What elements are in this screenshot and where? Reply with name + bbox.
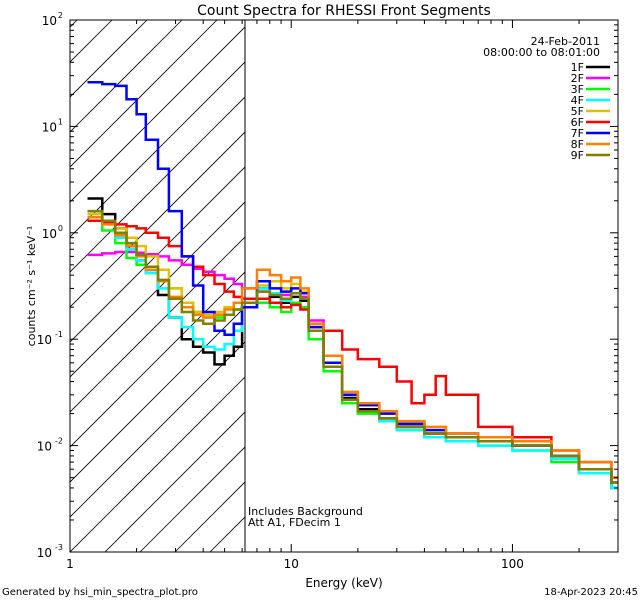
hatch-line [139, 446, 245, 552]
x-tick-label: 10 [284, 557, 299, 571]
legend-item-6F: 6F [571, 116, 610, 129]
x-tick-label: 100 [501, 557, 524, 571]
hatch-line [70, 376, 245, 552]
axis-ticks [69, 20, 619, 553]
time-range-label: 08:00:00 to 08:01:00 [483, 46, 600, 59]
hatch-line [70, 61, 245, 238]
background-hatch-region [0, 20, 640, 552]
hatch-line [630, 20, 640, 552]
hatch-line [70, 131, 245, 308]
series-line-4F [87, 212, 618, 490]
legend-item-7F: 7F [571, 127, 610, 140]
hatch-line [70, 201, 245, 378]
y-tick-exponent: -1 [55, 330, 63, 339]
legend-item-4F: 4F [571, 94, 610, 107]
hatch-line [70, 20, 183, 133]
series-layer [87, 80, 618, 490]
footer-timestamp: 18-Apr-2023 20:45 [544, 587, 638, 598]
hatch-line [70, 20, 218, 168]
legend-label: 7F [571, 127, 584, 140]
legend-item-2F: 2F [571, 72, 610, 85]
x-tick-labels: 1 10 100 [66, 557, 524, 571]
plot-frame [69, 19, 619, 553]
legend-label: 4F [571, 94, 584, 107]
hatch-line [70, 341, 245, 518]
hatch-line [70, 26, 245, 203]
legend-label: 1F [571, 61, 584, 74]
hatch-line [70, 20, 78, 28]
legend-label: 6F [571, 116, 584, 129]
y-tick-label: 10 1 [42, 117, 63, 134]
legend-item-3F: 3F [571, 83, 610, 96]
date-label: 24-Feb-2011 [531, 35, 600, 48]
y-tick-base: 10 [37, 333, 52, 347]
legend-label: 8F [571, 138, 584, 151]
legend-label: 5F [571, 105, 584, 118]
legend-item-5F: 5F [571, 105, 610, 118]
y-tick-label: 10 -2 [37, 437, 63, 454]
legend-item-8F: 8F [571, 138, 610, 151]
y-tick-exponent: -3 [55, 543, 63, 552]
y-tick-exponent: -2 [55, 437, 63, 446]
y-tick-exponent: 2 [58, 11, 63, 20]
y-tick-base: 10 [37, 546, 52, 560]
series-line-3F [87, 219, 618, 490]
y-tick-label: 10 0 [42, 224, 63, 241]
y-tick-label: 10 2 [42, 11, 63, 28]
y-tick-base: 10 [37, 440, 52, 454]
y-axis-label: counts cm⁻² s⁻¹ keV⁻¹ [25, 226, 38, 347]
y-tick-base: 10 [42, 14, 57, 28]
legend-item-1F: 1F [571, 61, 610, 74]
y-tick-base: 10 [42, 120, 57, 134]
hatch-line [0, 20, 7, 552]
annotation-attenuator: Att A1, FDecim 1 [248, 516, 341, 529]
legend-label: 9F [571, 149, 584, 162]
legend-item-9F: 9F [571, 149, 610, 162]
hatch-line [70, 271, 245, 448]
annotation-background: Includes Background [248, 505, 363, 518]
hatch-line [70, 20, 113, 63]
y-tick-label: 10 -3 [37, 543, 63, 560]
hatch-line [70, 306, 245, 483]
hatch-line [70, 166, 245, 343]
legend-label: 2F [571, 72, 584, 85]
y-tick-base: 10 [42, 227, 57, 241]
legend-label: 3F [571, 83, 584, 96]
y-tick-exponent: 1 [58, 117, 63, 126]
chart-title: Count Spectra for RHESSI Front Segments [197, 3, 491, 19]
x-tick-label: 1 [66, 557, 74, 571]
hatch-line [70, 20, 148, 98]
x-axis-label: Energy (keV) [305, 576, 382, 590]
y-tick-exponent: 0 [58, 224, 63, 233]
series-line-6F [87, 219, 618, 479]
series-line-9F [87, 209, 618, 484]
hatch-line [104, 411, 245, 552]
hatch-line [70, 96, 245, 273]
y-tick-label: 10 -1 [37, 330, 63, 347]
footer-generated-by: Generated by hsi_min_spectra_plot.pro [2, 587, 198, 598]
series-line-8F [87, 216, 618, 479]
